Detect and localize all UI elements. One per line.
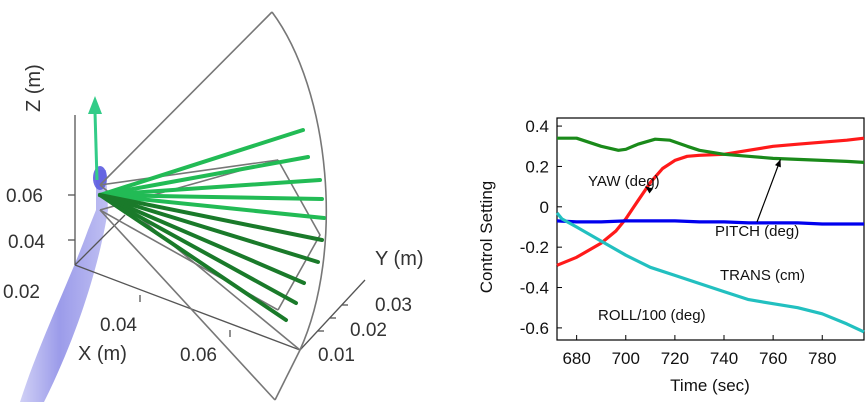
beam-ray — [98, 193, 324, 242]
x-axis-label: X (m) — [78, 343, 127, 365]
x-tick-label: 700 — [612, 349, 640, 368]
arrowhead-icon — [774, 159, 781, 168]
z-axis-label: Z (m) — [23, 64, 45, 112]
series-annotation: TRANS (cm) — [720, 267, 805, 284]
y-tick-2: 0.01 — [318, 345, 355, 366]
beam-ray — [98, 193, 324, 201]
x-tick-label: 760 — [759, 349, 787, 368]
x-tick-0: 0.04 — [100, 315, 137, 336]
control-setting-chart: 0.4 0.2 0 -0.2 -0.4 -0.6 680 700 720 740 760 780 Y… — [477, 117, 865, 395]
y-tick-0: 0.03 — [375, 295, 412, 316]
beam-ray — [98, 178, 322, 197]
x-tick-label: 720 — [661, 349, 689, 368]
beam-ray — [98, 128, 305, 197]
y-tick-label: 0 — [540, 198, 549, 217]
x-tick-1: 0.06 — [180, 345, 217, 366]
y-ticks: 0.4 0.2 0 -0.2 -0.4 -0.6 — [520, 117, 562, 338]
annotation-arrow — [756, 159, 782, 223]
y-tick-label: -0.6 — [520, 319, 549, 338]
series-line — [556, 219, 864, 226]
y-tick-label: -0.4 — [520, 279, 549, 298]
z-tick-0: 0.06 — [6, 186, 43, 207]
series-lines — [555, 136, 865, 334]
x-tick-label: 680 — [562, 349, 590, 368]
axes-frame-3d — [68, 115, 366, 351]
annotations: YAW (deg) PITCH (deg) TRANS (cm) ROLL/100 (… — [588, 159, 805, 324]
beam-ray — [98, 193, 306, 285]
y-tick-label: 0.2 — [525, 157, 549, 176]
series-annotation: ROLL/100 (deg) — [598, 307, 706, 324]
series-annotation: PITCH (deg) — [715, 223, 799, 240]
beam-ray — [98, 193, 326, 220]
probe-tip — [93, 166, 107, 190]
z-tick-1: 0.04 — [8, 232, 45, 253]
series-line — [557, 136, 865, 164]
probe-shaft — [20, 170, 108, 402]
x-axis-label: Time (sec) — [670, 376, 750, 395]
series-line — [555, 211, 865, 334]
x-tick-label: 740 — [710, 349, 738, 368]
beam-ray — [98, 193, 320, 264]
arrowhead-icon — [645, 186, 654, 194]
y-tick-label: 0.4 — [525, 117, 549, 136]
series-annotation: YAW (deg) — [588, 173, 660, 190]
x-tick-label: 780 — [808, 349, 836, 368]
3d-probe-plot: Z (m) 0.06 0.04 0.02 0.04 X (m) 0.06 Y (… — [3, 11, 424, 402]
x-ticks: 680 700 720 740 760 780 — [562, 335, 836, 368]
plot-area — [556, 117, 865, 341]
beam-ray — [98, 155, 310, 197]
y-axis-label: Y (m) — [375, 248, 424, 270]
normal-arrow-icon — [88, 96, 102, 181]
y-tick-1: 0.02 — [350, 320, 387, 341]
y-tick-label: -0.2 — [520, 238, 549, 257]
beam-ray — [98, 193, 298, 305]
series-line — [556, 136, 865, 267]
z-tick-2: 0.02 — [3, 282, 40, 303]
beam-ray — [98, 193, 288, 322]
y-axis-label: Control Setting — [477, 181, 496, 293]
beam-rays — [98, 128, 326, 322]
